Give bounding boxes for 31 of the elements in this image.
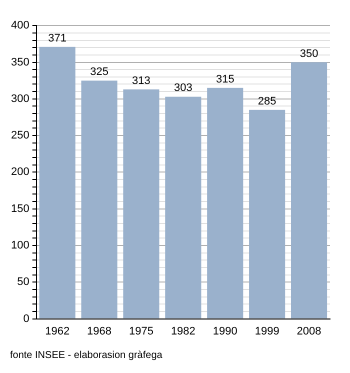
data-label: 325 (90, 66, 108, 78)
x-tick-label: 1999 (254, 325, 280, 338)
y-tick-label: 300 (10, 92, 30, 105)
bar (39, 46, 76, 318)
data-label: 303 (174, 82, 192, 94)
y-tick-label: 250 (10, 130, 30, 142)
y-tick-label: 350 (10, 56, 30, 68)
y-tick-label: 100 (10, 240, 30, 252)
bar (165, 96, 202, 318)
bar (290, 62, 328, 318)
y-tick-label: 50 (17, 276, 30, 288)
data-label: 315 (216, 73, 234, 86)
bar (81, 80, 118, 318)
x-tick-label: 2008 (296, 325, 322, 338)
bar (249, 110, 286, 318)
data-label: 285 (258, 95, 276, 108)
y-tick-label: 400 (10, 20, 30, 32)
x-tick-label: 1968 (87, 325, 112, 338)
y-tick-label: 150 (10, 202, 30, 215)
y-tick-label: 200 (10, 166, 30, 178)
x-tick-label: 1962 (45, 325, 70, 338)
y-tick-label: 0 (23, 312, 30, 325)
x-tick-label: 1982 (170, 325, 196, 338)
x-tick-label: 1975 (128, 325, 154, 338)
data-label: 371 (48, 32, 67, 44)
data-label: 350 (300, 48, 318, 60)
source-note: fonte INSEE - elaborasion gràfega (10, 350, 164, 361)
x-tick-label: 1990 (212, 325, 238, 338)
bar (207, 88, 244, 318)
bar (123, 89, 160, 318)
data-label: 313 (132, 74, 150, 87)
